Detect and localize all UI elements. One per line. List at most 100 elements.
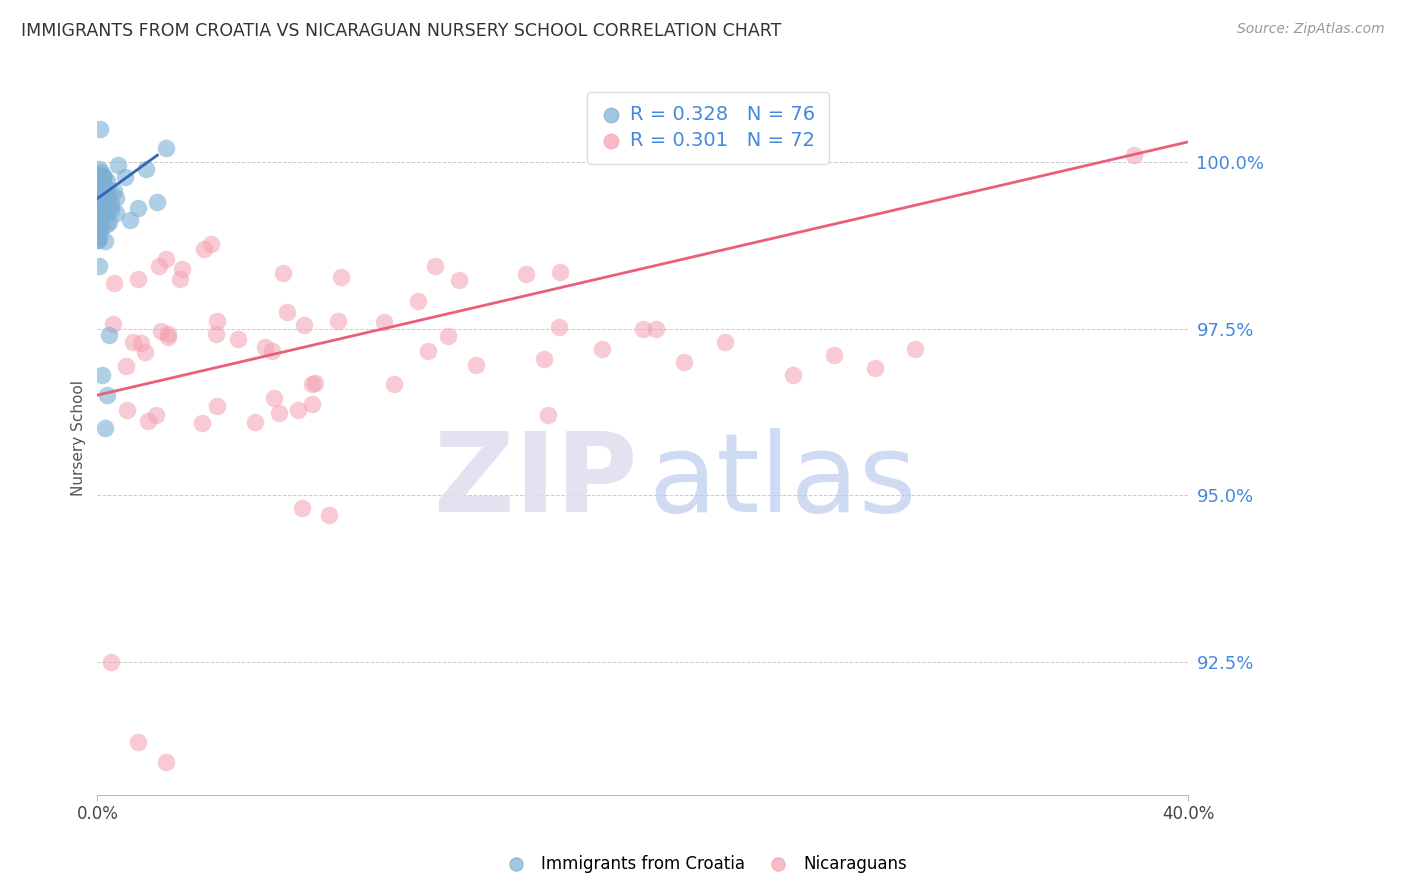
Point — [87, 204, 110, 219]
Point — [533, 352, 555, 367]
Point — [193, 242, 215, 256]
Point — [93, 169, 115, 184]
Point — [145, 409, 167, 423]
Point — [87, 191, 110, 205]
Point — [304, 376, 326, 390]
Point — [318, 508, 340, 523]
Point — [96, 388, 118, 402]
Point — [207, 399, 229, 413]
Point — [87, 184, 110, 198]
Point — [301, 397, 323, 411]
Point — [103, 276, 125, 290]
Point — [263, 391, 285, 405]
Point — [150, 324, 173, 338]
Point — [97, 182, 120, 196]
Point — [537, 408, 560, 422]
Point — [276, 305, 298, 319]
Point — [89, 230, 111, 244]
Point — [87, 219, 110, 234]
Point — [373, 315, 395, 329]
Point — [96, 218, 118, 232]
Point — [292, 318, 315, 332]
Point — [105, 206, 128, 220]
Point — [127, 735, 149, 749]
Point — [548, 320, 571, 334]
Point — [135, 161, 157, 176]
Point — [87, 212, 110, 227]
Point — [96, 204, 118, 219]
Point — [91, 169, 114, 183]
Point — [782, 368, 804, 383]
Point — [226, 332, 249, 346]
Point — [823, 348, 845, 362]
Point — [169, 271, 191, 285]
Point — [90, 203, 112, 218]
Point — [645, 321, 668, 335]
Point — [287, 403, 309, 417]
Point — [87, 207, 110, 221]
Point — [515, 267, 537, 281]
Point — [87, 202, 110, 217]
Point — [672, 355, 695, 369]
Text: IMMIGRANTS FROM CROATIA VS NICARAGUAN NURSERY SCHOOL CORRELATION CHART: IMMIGRANTS FROM CROATIA VS NICARAGUAN NU… — [21, 22, 782, 40]
Point — [190, 416, 212, 430]
Point — [382, 377, 405, 392]
Point — [416, 343, 439, 358]
Point — [146, 194, 169, 209]
Point — [127, 272, 149, 286]
Text: atlas: atlas — [648, 428, 917, 535]
Point — [127, 201, 149, 215]
Text: Source: ZipAtlas.com: Source: ZipAtlas.com — [1237, 22, 1385, 37]
Point — [103, 184, 125, 198]
Point — [94, 203, 117, 218]
Point — [134, 344, 156, 359]
Y-axis label: Nursery School: Nursery School — [72, 381, 86, 497]
Text: ZIP: ZIP — [434, 428, 637, 535]
Point — [260, 343, 283, 358]
Point — [301, 377, 323, 392]
Point — [155, 755, 177, 769]
Point — [91, 176, 114, 190]
Point — [97, 214, 120, 228]
Point — [156, 330, 179, 344]
Point — [87, 177, 110, 191]
Point — [87, 199, 110, 213]
Point — [122, 334, 145, 349]
Point — [93, 209, 115, 223]
Point — [91, 221, 114, 235]
Point — [89, 219, 111, 233]
Point — [200, 236, 222, 251]
Point — [89, 193, 111, 207]
Point — [120, 212, 142, 227]
Point — [115, 403, 138, 417]
Point — [425, 260, 447, 274]
Point — [904, 342, 927, 356]
Point — [465, 358, 488, 372]
Point — [86, 170, 108, 185]
Point — [86, 233, 108, 247]
Point — [330, 270, 353, 285]
Point — [89, 209, 111, 223]
Point — [86, 190, 108, 204]
Point — [548, 265, 571, 279]
Point — [91, 196, 114, 211]
Point — [89, 178, 111, 193]
Point — [100, 199, 122, 213]
Point — [713, 334, 735, 349]
Point — [204, 327, 226, 342]
Point — [115, 359, 138, 373]
Point — [631, 321, 654, 335]
Point — [87, 222, 110, 236]
Point — [449, 273, 471, 287]
Point — [172, 261, 194, 276]
Point — [129, 336, 152, 351]
Point — [245, 415, 267, 429]
Point — [89, 201, 111, 215]
Point — [105, 191, 128, 205]
Point — [291, 501, 314, 516]
Point — [89, 196, 111, 211]
Point — [87, 205, 110, 219]
Point — [87, 199, 110, 213]
Point — [87, 260, 110, 274]
Point — [97, 194, 120, 208]
